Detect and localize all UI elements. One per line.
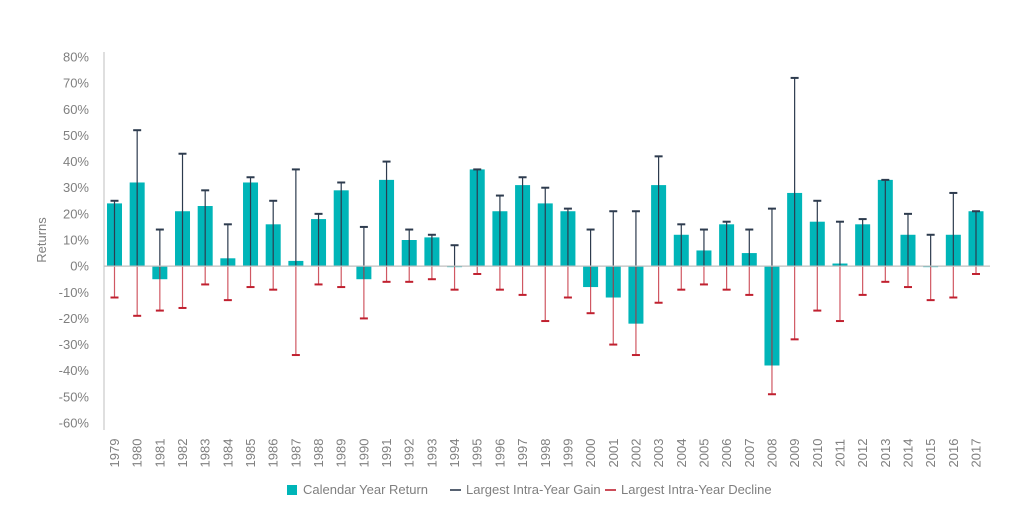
x-tick-label: 2002	[628, 439, 643, 468]
x-tick-label: 2003	[651, 439, 666, 468]
x-tick-label: 2017	[969, 439, 984, 468]
gain-whiskers	[110, 76, 980, 267]
y-tick-label: 30%	[63, 180, 89, 195]
x-tick-label: 1984	[220, 439, 235, 468]
y-tick-label: 40%	[63, 154, 89, 169]
x-tick-label: 1983	[198, 439, 213, 468]
x-tick-label: 1993	[424, 439, 439, 468]
x-tick-label: 1994	[447, 439, 462, 468]
x-tick-label: 1987	[288, 439, 303, 468]
x-tick-label: 1980	[130, 439, 145, 468]
x-tick-label: 1999	[560, 439, 575, 468]
x-tick-label: 1989	[334, 439, 349, 468]
x-tick-label: 2006	[719, 439, 734, 468]
x-tick-label: 2000	[583, 439, 598, 468]
x-tick-label: 2009	[787, 439, 802, 468]
x-tick-label: 1986	[266, 439, 281, 468]
x-tick-label: 1996	[492, 439, 507, 468]
x-tick-label: 1985	[243, 439, 258, 468]
axes	[103, 52, 990, 430]
x-tick-label: 1992	[402, 439, 417, 468]
x-tick-label: 2007	[742, 439, 757, 468]
x-tick-label: 1988	[311, 439, 326, 468]
y-tick-label: 20%	[63, 206, 89, 221]
x-tick-label: 1998	[538, 439, 553, 468]
y-tick-label: 0%	[70, 259, 89, 274]
legend: Calendar Year Return Largest Intra-Year G…	[287, 482, 772, 497]
y-tick-label: -20%	[59, 311, 90, 326]
x-tick-label: 1995	[470, 439, 485, 468]
y-tick-label: -60%	[59, 416, 90, 431]
y-tick-label: -50%	[59, 389, 90, 404]
x-tick-label: 2012	[855, 439, 870, 468]
x-tick-label: 2013	[878, 439, 893, 468]
y-tick-label: 60%	[63, 102, 89, 117]
y-tick-label: 80%	[63, 50, 89, 65]
x-tick-label: 2004	[674, 439, 689, 468]
y-tick-label: 70%	[63, 76, 89, 91]
x-tick-label: 1997	[515, 439, 530, 468]
y-axis-ticks: -60% -50% -40% -30% -20% -10% 0% 10% 20% 30% 40% 50…	[59, 50, 90, 431]
x-tick-label: 1990	[356, 439, 371, 468]
x-tick-label: 2014	[900, 439, 915, 468]
y-tick-label: 10%	[63, 233, 89, 248]
legend-swatch-return	[287, 485, 297, 495]
x-tick-label: 1982	[175, 439, 190, 468]
x-tick-label: 1981	[152, 439, 167, 468]
x-tick-label: 2001	[606, 439, 621, 468]
x-tick-label: 2016	[946, 439, 961, 468]
x-tick-label: 2010	[810, 439, 825, 468]
decline-whiskers	[110, 266, 980, 396]
legend-label-gain: Largest Intra-Year Gain	[466, 482, 601, 497]
x-tick-label: 2008	[764, 439, 779, 468]
x-tick-label: 2005	[696, 439, 711, 468]
y-tick-label: -40%	[59, 363, 90, 378]
legend-label-decline: Largest Intra-Year Decline	[621, 482, 772, 497]
x-tick-label: 2011	[832, 439, 847, 467]
x-tick-label: 1979	[107, 439, 122, 468]
legend-label-return: Calendar Year Return	[303, 482, 428, 497]
y-tick-label: 50%	[63, 128, 89, 143]
x-tick-label: 1991	[379, 439, 394, 468]
x-tick-label: 2015	[923, 439, 938, 468]
x-axis-ticks: 1979 1980 1981 1982 1983 1984 1985 1986 1987 1988…	[107, 439, 984, 468]
y-tick-label: -10%	[59, 285, 90, 300]
y-axis-title: Returns	[34, 217, 49, 263]
y-tick-label: -30%	[59, 337, 90, 352]
